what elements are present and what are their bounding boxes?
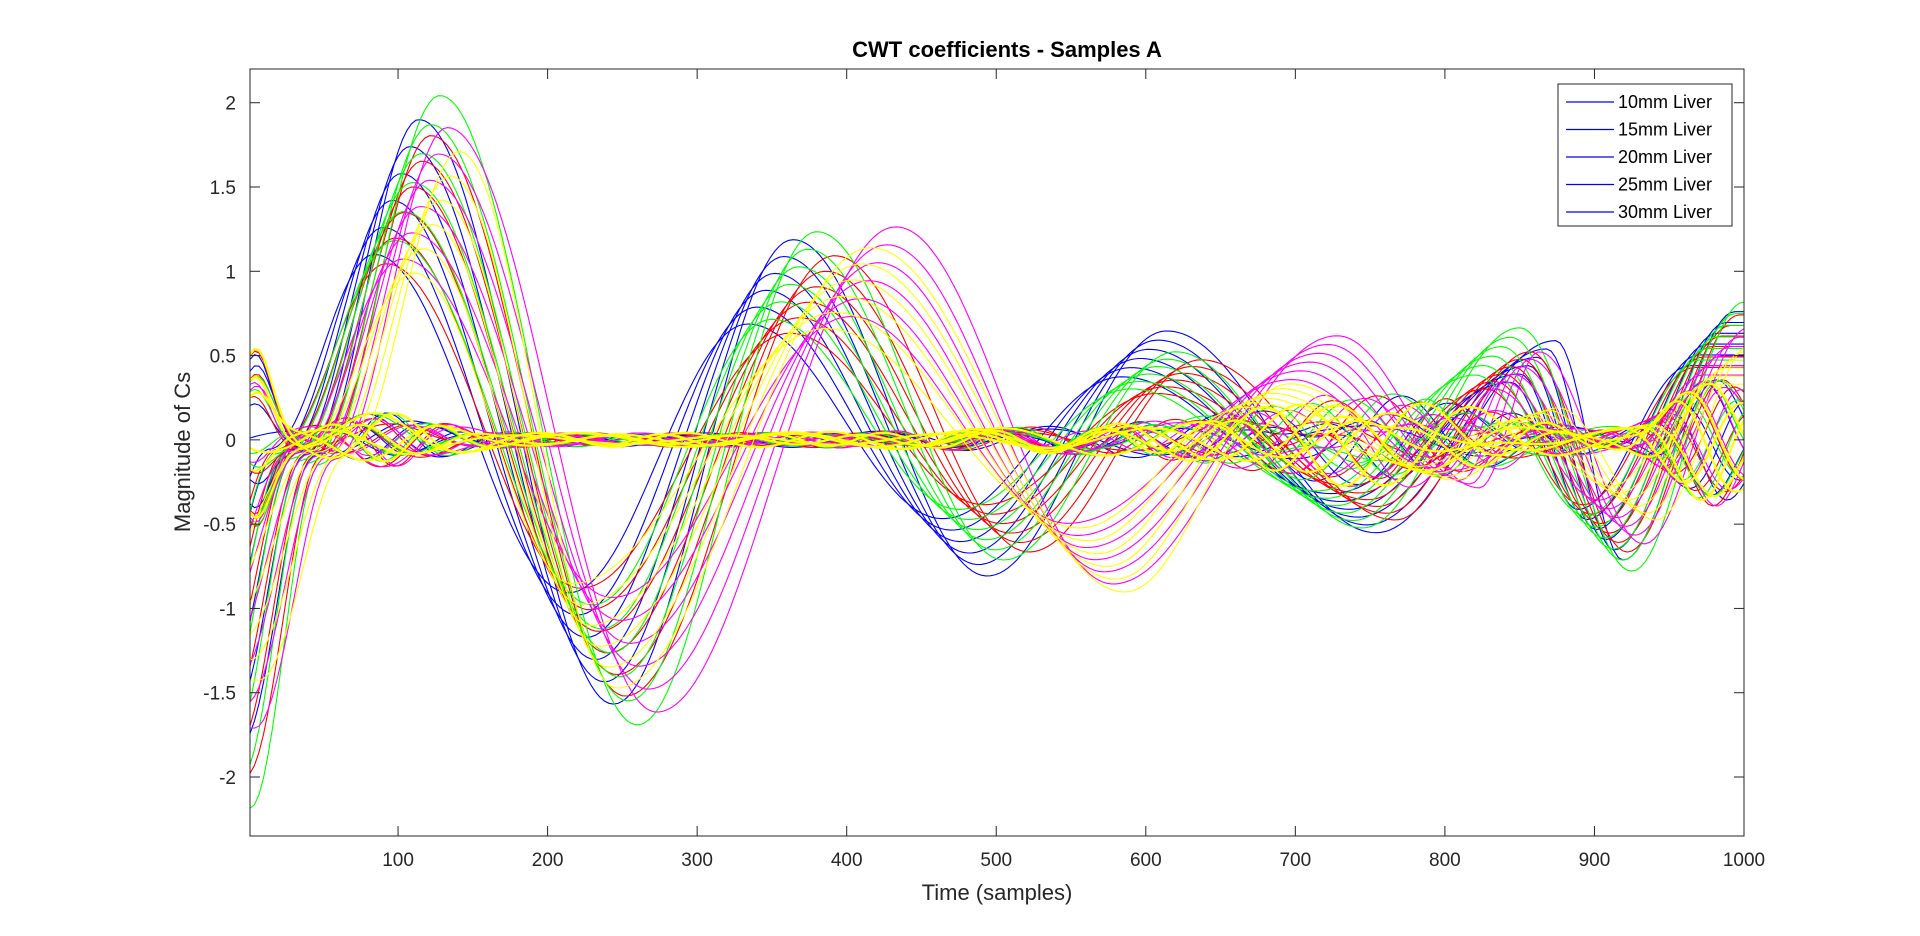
y-tick-label: -1 [219,599,236,620]
y-tick-label: 1.5 [210,178,236,199]
x-tick-label: 500 [980,850,1012,871]
x-tick-label: 300 [681,850,713,871]
y-tick-label: 1 [225,262,236,283]
series-line [249,258,1744,598]
legend-entries: 10mm Liver 15mm Liver 20mm Liver 25mm Liver… [1566,92,1712,222]
x-tick-label: 1000 [1723,850,1765,871]
x-tick-label: 200 [532,850,564,871]
legend-label: 20mm Liver [1618,147,1712,167]
series-line [249,124,1744,765]
x-tick-label: 600 [1130,850,1162,871]
chart-title: CWT coefficients - Samples A [852,37,1162,62]
series-line [249,226,1744,616]
y-tick-label: 0 [225,431,236,452]
x-axis-ticks: 100 200 300 400 500 600 700 800 900 1000 [382,69,1765,871]
y-tick-label: -0.5 [203,515,236,536]
series-line [249,182,1744,654]
x-tick-label: 700 [1279,850,1311,871]
legend: 10mm Liver 15mm Liver 20mm Liver 25mm Liver… [1557,83,1733,227]
series-line [250,127,1745,729]
x-tick-label: 400 [831,850,863,871]
legend-label: 15mm Liver [1618,120,1712,140]
y-tick-label: 0.5 [210,347,236,368]
series-line [249,135,1744,774]
x-tick-label: 800 [1429,850,1461,871]
legend-box [1557,83,1733,227]
y-axis-ticks: 2 1.5 1 0.5 0 -0.5 -1 -1.5 -2 [203,94,1744,789]
legend-label: 30mm Liver [1618,202,1712,222]
series-line [249,199,1744,647]
plot-area [249,68,1745,837]
series-line [249,375,1745,498]
x-tick-label: 900 [1579,850,1611,871]
series-curves [249,95,1745,809]
series-line [249,253,1744,594]
series-line [249,401,1745,519]
series-line [249,153,1744,703]
legend-label: 25mm Liver [1618,175,1712,195]
y-axis-label: Magnitude of Cs [170,372,195,532]
series-line [249,248,1744,605]
x-axis-label: Time (samples) [922,880,1073,905]
y-tick-label: -2 [219,768,236,789]
legend-label: 10mm Liver [1618,92,1712,112]
y-tick-label: 2 [225,94,236,115]
series-line [249,95,1745,809]
series-line [249,153,1744,703]
series-line [249,205,1744,644]
axes-box [249,68,1745,837]
x-tick-label: 100 [382,850,414,871]
y-tick-label: -1.5 [203,684,236,705]
series-line [249,263,1744,589]
